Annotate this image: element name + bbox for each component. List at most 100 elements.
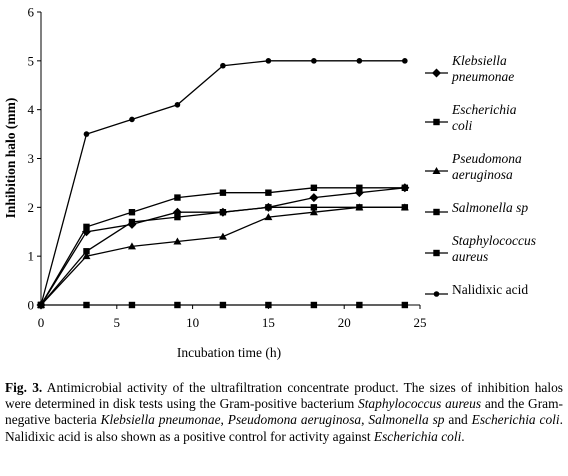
data-point <box>265 204 272 211</box>
caption-text: and the Gram-negative bacteria <box>5 396 564 428</box>
x-tick-label: 5 <box>114 315 121 330</box>
series-line <box>40 206 405 306</box>
caption-text: . Nalidixic acid is also shown as a posi… <box>5 412 563 444</box>
y-tick-label: 3 <box>28 151 35 166</box>
data-point <box>356 301 363 309</box>
x-tick-label: 0 <box>38 315 45 330</box>
chart-series <box>36 58 410 310</box>
series-4 <box>37 204 409 309</box>
figure-caption: Fig. 3. Antimicrobial activity of the ul… <box>5 380 563 445</box>
legend-label: Pseudomona <box>451 151 522 166</box>
data-point <box>174 301 181 309</box>
caption-organism: Escherichia coli <box>471 412 560 428</box>
series-1 <box>36 183 410 310</box>
series-line <box>40 206 405 306</box>
x-tick-label: 20 <box>338 315 351 330</box>
caption-text: , <box>361 412 369 428</box>
legend-marker <box>433 118 440 126</box>
data-point <box>174 101 181 108</box>
data-point <box>129 116 135 123</box>
data-point <box>401 204 409 211</box>
legend-label: Salmonella sp <box>452 200 528 215</box>
caption-text: and <box>444 412 472 428</box>
caption-organism: Salmonella sp <box>368 412 445 428</box>
data-point <box>128 301 136 309</box>
y-tick-label: 0 <box>28 298 35 313</box>
series-3 <box>37 203 409 308</box>
data-point <box>83 223 90 231</box>
data-point <box>309 208 318 216</box>
figure-label: Fig. 3. <box>5 380 43 395</box>
data-point <box>83 131 90 137</box>
legend-label: coli <box>452 118 472 133</box>
data-point <box>173 237 182 245</box>
legend-marker <box>433 249 440 257</box>
caption-text: Antimicrobial activity of the ultrafiltr… <box>5 380 563 412</box>
y-tick-label: 2 <box>28 200 35 215</box>
legend-label: Escherichia <box>451 102 517 117</box>
y-tick-label: 4 <box>28 102 35 117</box>
legend-marker <box>433 291 440 297</box>
data-point <box>310 184 318 191</box>
legend-label: aureus <box>452 249 488 264</box>
data-point <box>174 213 181 221</box>
legend-marker <box>432 68 441 78</box>
data-point <box>174 194 181 201</box>
data-point <box>219 301 227 309</box>
data-point <box>311 58 317 64</box>
legend-marker <box>432 167 441 174</box>
data-point <box>310 204 318 211</box>
data-point <box>220 62 226 69</box>
legend-entry: Salmonella sp <box>425 200 528 216</box>
legend-label: aeruginosa <box>452 167 513 182</box>
legend-label: Klebsiella <box>451 53 507 68</box>
data-point <box>401 301 409 309</box>
data-point <box>356 184 363 191</box>
series-line <box>40 187 405 306</box>
data-point <box>219 189 227 196</box>
data-point <box>82 252 91 260</box>
series-6 <box>38 58 408 308</box>
caption-text: . <box>461 428 465 444</box>
y-axis-label: Inhibition halo (mm) <box>3 98 18 219</box>
data-point <box>218 232 227 240</box>
legend-label: pneumonae <box>451 69 514 84</box>
data-point <box>127 242 136 250</box>
data-point <box>264 213 273 221</box>
data-point <box>265 189 272 196</box>
caption-organism: Pseudomona aeruginosa <box>227 412 362 428</box>
data-point <box>128 209 136 216</box>
data-point <box>309 193 319 203</box>
legend-marker <box>433 208 440 216</box>
x-axis-label: Incubation time (h) <box>177 345 281 360</box>
y-tick-label: 6 <box>28 5 35 20</box>
x-tick-label: 15 <box>262 315 275 330</box>
legend-label: Nalidixic acid <box>452 282 528 297</box>
data-point <box>38 302 44 308</box>
data-point <box>83 248 90 255</box>
x-tick-label: 10 <box>186 315 199 330</box>
data-point <box>401 184 409 191</box>
caption-organism: Staphylococcus aureus <box>358 396 482 412</box>
legend-label: Staphylococcus <box>452 233 536 248</box>
legend-entry: Nalidixic acid <box>425 282 528 297</box>
caption-organism: Klebsiella pneumonae <box>100 412 221 428</box>
data-point <box>83 301 90 309</box>
x-tick-label: 25 <box>414 315 427 330</box>
data-point <box>356 204 363 211</box>
data-point <box>128 218 136 226</box>
y-tick-label: 5 <box>28 53 35 68</box>
data-point <box>219 209 227 216</box>
series-2 <box>37 301 409 309</box>
caption-text: , <box>220 412 228 428</box>
chart-axes: 0 1 2 3 4 5 6 0 5 10 15 20 25 <box>28 5 427 331</box>
series-line <box>40 60 405 306</box>
caption-organism: Escherichia coli <box>373 428 462 444</box>
data-point <box>356 58 363 64</box>
